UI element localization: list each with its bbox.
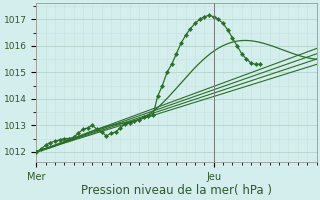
X-axis label: Pression niveau de la mer( hPa ): Pression niveau de la mer( hPa ) <box>81 184 272 197</box>
